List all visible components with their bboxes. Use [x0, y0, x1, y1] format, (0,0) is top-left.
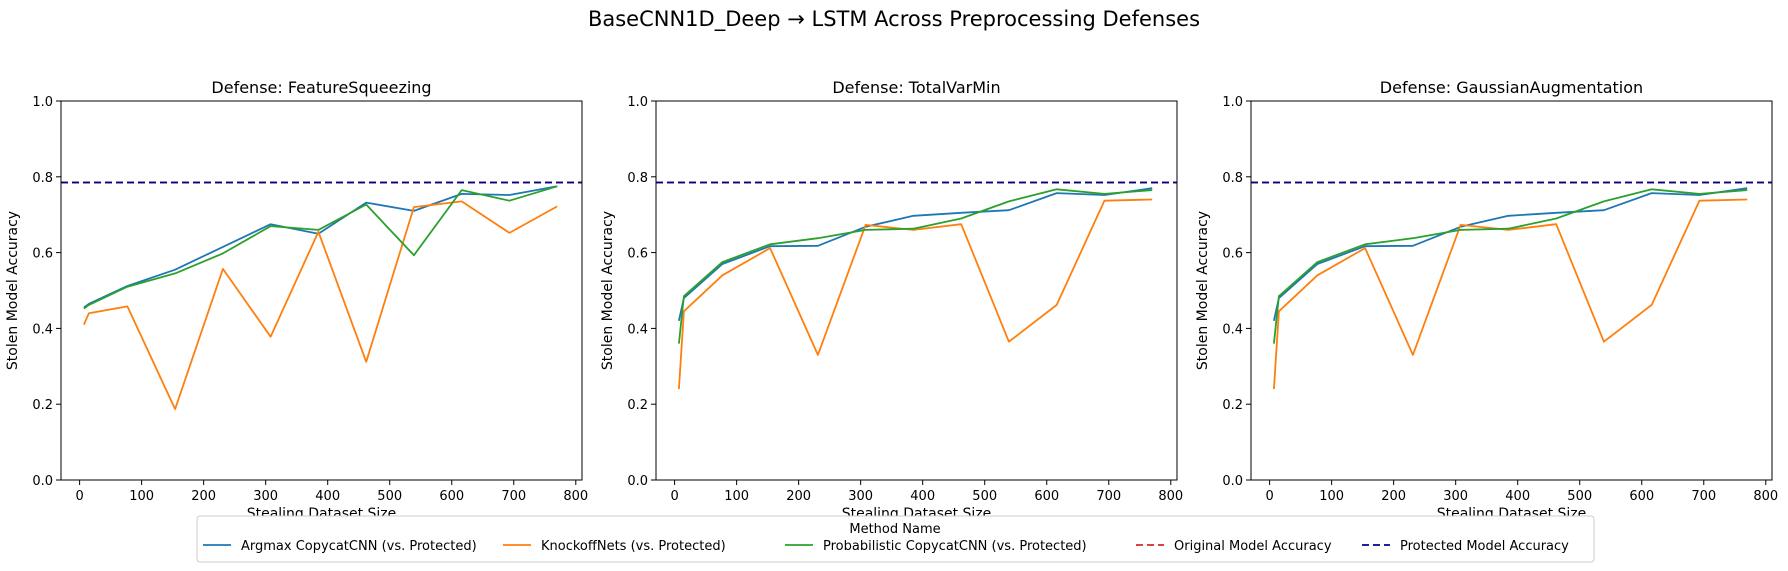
y-axis-label: Stolen Model Accuracy — [600, 211, 616, 370]
x-tick-label: 600 — [1629, 489, 1654, 504]
series-line-1 — [1273, 187, 1748, 321]
y-tick-label: 0.8 — [32, 171, 53, 186]
series-line-2 — [1273, 198, 1748, 390]
series-line-3 — [1273, 188, 1748, 344]
x-tick-label: 200 — [191, 489, 216, 504]
x-tick-label: 500 — [972, 489, 997, 504]
legend-item: Probabilistic CopycatCNN (vs. Protected) — [785, 539, 1087, 554]
y-axis-label: Stolen Model Accuracy — [5, 211, 21, 370]
y-tick-label: 0.2 — [627, 398, 648, 413]
x-tick-label: 200 — [1381, 489, 1406, 504]
x-tick-label: 100 — [1319, 489, 1344, 504]
y-tick-label: 0.4 — [1222, 322, 1243, 337]
x-tick-label: 0 — [75, 489, 83, 504]
y-axis-label: Stolen Model Accuracy — [1195, 211, 1211, 370]
x-tick-label: 200 — [786, 489, 811, 504]
x-tick-label: 700 — [1691, 489, 1716, 504]
y-tick-label: 1.0 — [627, 95, 648, 110]
x-tick-label: 700 — [501, 489, 526, 504]
x-tick-label: 600 — [1034, 489, 1059, 504]
x-tick-label: 500 — [1567, 489, 1592, 504]
y-tick-label: 0.6 — [627, 247, 648, 262]
legend-label: Original Model Accuracy — [1174, 539, 1332, 554]
y-tick-label: 1.0 — [1222, 95, 1243, 110]
figure-title: BaseCNN1D_Deep → LSTM Across Preprocessi… — [588, 7, 1200, 32]
x-tick-label: 300 — [1443, 489, 1468, 504]
y-tick-label: 0.6 — [1222, 247, 1243, 262]
x-tick-label: 500 — [377, 489, 402, 504]
legend-label: KnockoffNets (vs. Protected) — [541, 539, 726, 554]
x-tick-label: 800 — [1753, 489, 1778, 504]
legend-label: Probabilistic CopycatCNN (vs. Protected) — [823, 539, 1087, 554]
y-tick-label: 0.0 — [32, 474, 53, 489]
x-tick-label: 0 — [1265, 489, 1273, 504]
x-tick-label: 300 — [253, 489, 278, 504]
legend-item: KnockoffNets (vs. Protected) — [503, 539, 726, 554]
series-line-3 — [83, 185, 558, 310]
y-tick-label: 0.8 — [1222, 171, 1243, 186]
x-tick-label: 600 — [439, 489, 464, 504]
y-tick-label: 0.2 — [32, 398, 53, 413]
legend-label: Protected Model Accuracy — [1400, 539, 1569, 554]
subplot-title: Defense: FeatureSqueezing — [211, 78, 431, 97]
y-tick-label: 0.6 — [32, 247, 53, 262]
legend-frame — [196, 515, 1595, 563]
series-line-2 — [678, 198, 1153, 390]
legend-label: Argmax CopycatCNN (vs. Protected) — [241, 539, 477, 554]
y-tick-label: 0.0 — [1222, 474, 1243, 489]
axes-frame — [655, 100, 1178, 481]
y-tick-label: 0.4 — [627, 322, 648, 337]
series-line-1 — [83, 185, 558, 309]
x-tick-label: 100 — [129, 489, 154, 504]
x-tick-label: 100 — [724, 489, 749, 504]
x-tick-label: 800 — [1158, 489, 1183, 504]
x-tick-label: 400 — [315, 489, 340, 504]
y-tick-label: 1.0 — [32, 95, 53, 110]
legend-title: Method Name — [849, 522, 940, 537]
x-tick-label: 400 — [910, 489, 935, 504]
x-tick-label: 800 — [563, 489, 588, 504]
x-tick-label: 400 — [1505, 489, 1530, 504]
subplot-title: Defense: GaussianAugmentation — [1380, 78, 1643, 97]
y-tick-label: 0.0 — [627, 474, 648, 489]
y-tick-label: 0.8 — [627, 171, 648, 186]
subplot-totalvarmin: Defense: TotalVarMin Stealing Dataset Si… — [600, 78, 1183, 522]
y-tick-label: 0.2 — [1222, 398, 1243, 413]
axes-frame — [60, 100, 583, 481]
series-line-2 — [83, 200, 558, 411]
x-tick-label: 300 — [848, 489, 873, 504]
axes-frame — [1250, 100, 1773, 481]
legend: Method Name Argmax CopycatCNN (vs. Prote… — [196, 515, 1595, 563]
subplot-featuresqueezing: Defense: FeatureSqueezing Stealing Datas… — [5, 78, 588, 522]
legend-entries: Argmax CopycatCNN (vs. Protected) Knockof… — [203, 539, 1569, 554]
y-tick-label: 0.4 — [32, 322, 53, 337]
legend-item: Argmax CopycatCNN (vs. Protected) — [203, 539, 477, 554]
legend-item: Protected Model Accuracy — [1362, 539, 1569, 554]
series-line-1 — [678, 187, 1153, 321]
series-line-3 — [678, 188, 1153, 344]
subplot-gaussianaugmentation: Defense: GaussianAugmentation Stealing D… — [1195, 78, 1778, 522]
x-tick-label: 700 — [1096, 489, 1121, 504]
subplot-title: Defense: TotalVarMin — [832, 78, 1000, 97]
x-tick-label: 0 — [670, 489, 678, 504]
legend-item: Original Model Accuracy — [1136, 539, 1332, 554]
